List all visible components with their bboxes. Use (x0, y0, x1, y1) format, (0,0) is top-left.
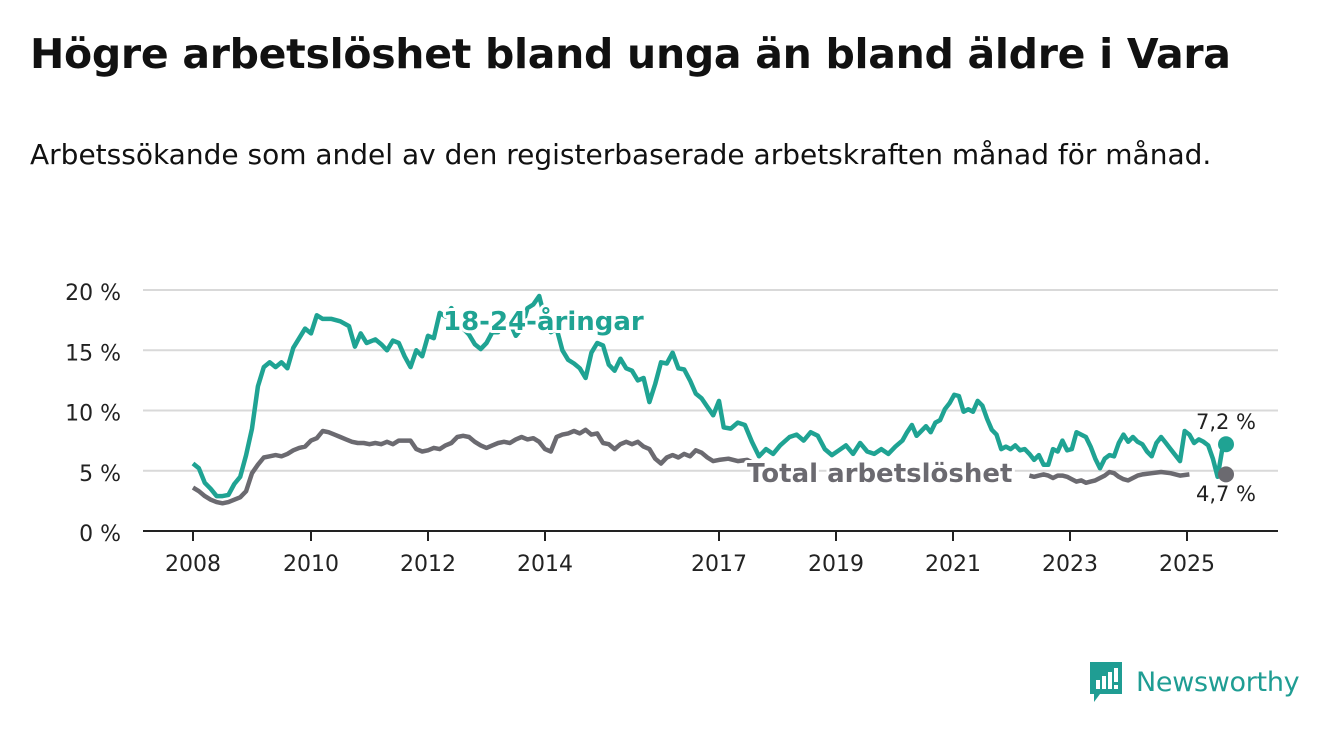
total-series-label: Total arbetslöshet (747, 459, 1012, 489)
series-lines (191, 293, 1234, 506)
y-tick-label: 0 % (79, 522, 121, 547)
y-tick-label: 20 % (65, 281, 121, 306)
y-tick-label: 15 % (65, 341, 121, 366)
newsworthy-brand: Newsworthy (1088, 660, 1300, 704)
x-tick-label: 2014 (517, 552, 573, 577)
chart-subtitle: Arbetssökande som andel av den registerb… (30, 138, 1212, 171)
y-tick-label: 10 % (65, 402, 121, 427)
x-tick-label: 2023 (1042, 552, 1098, 577)
x-tick-label: 2017 (691, 552, 747, 577)
x-tick-label: 2012 (400, 552, 456, 577)
x-tick-label: 2008 (165, 552, 221, 577)
x-tick-label: 2021 (925, 552, 981, 577)
x-tick-label: 2019 (808, 552, 864, 577)
total-arbetsloshet-line-tail (1028, 469, 1190, 486)
youth-18-24-line (191, 293, 1229, 499)
y-tick-label: 5 % (79, 462, 121, 487)
total-series-label-halo: Total arbetslöshet (747, 459, 1012, 489)
x-tick-label: 2010 (283, 552, 339, 577)
total-end-value: 4,7 % (1196, 482, 1256, 506)
total-arbetsloshet-line (191, 427, 767, 506)
total-end-marker (1218, 466, 1234, 483)
newsworthy-logo-icon (1090, 662, 1122, 702)
gridlines (143, 289, 1278, 472)
chart-title: Högre arbetslöshet bland unga än bland ä… (30, 30, 1231, 78)
youth-end-marker (1218, 436, 1234, 453)
brand-name: Newsworthy (1136, 666, 1300, 698)
y-axis-ticks: 0 % 5 % 10 % 15 % 20 % (65, 281, 121, 547)
youth-end-value: 7,2 % (1196, 410, 1256, 434)
youth-series-label: 18-24-åringar (443, 305, 644, 337)
youth-series-label-halo: 18-24-åringar (443, 305, 644, 337)
x-axis: 2008 2010 2012 2014 2017 2019 2021 2023 2025 (143, 530, 1278, 577)
x-tick-label: 2025 (1159, 552, 1215, 577)
